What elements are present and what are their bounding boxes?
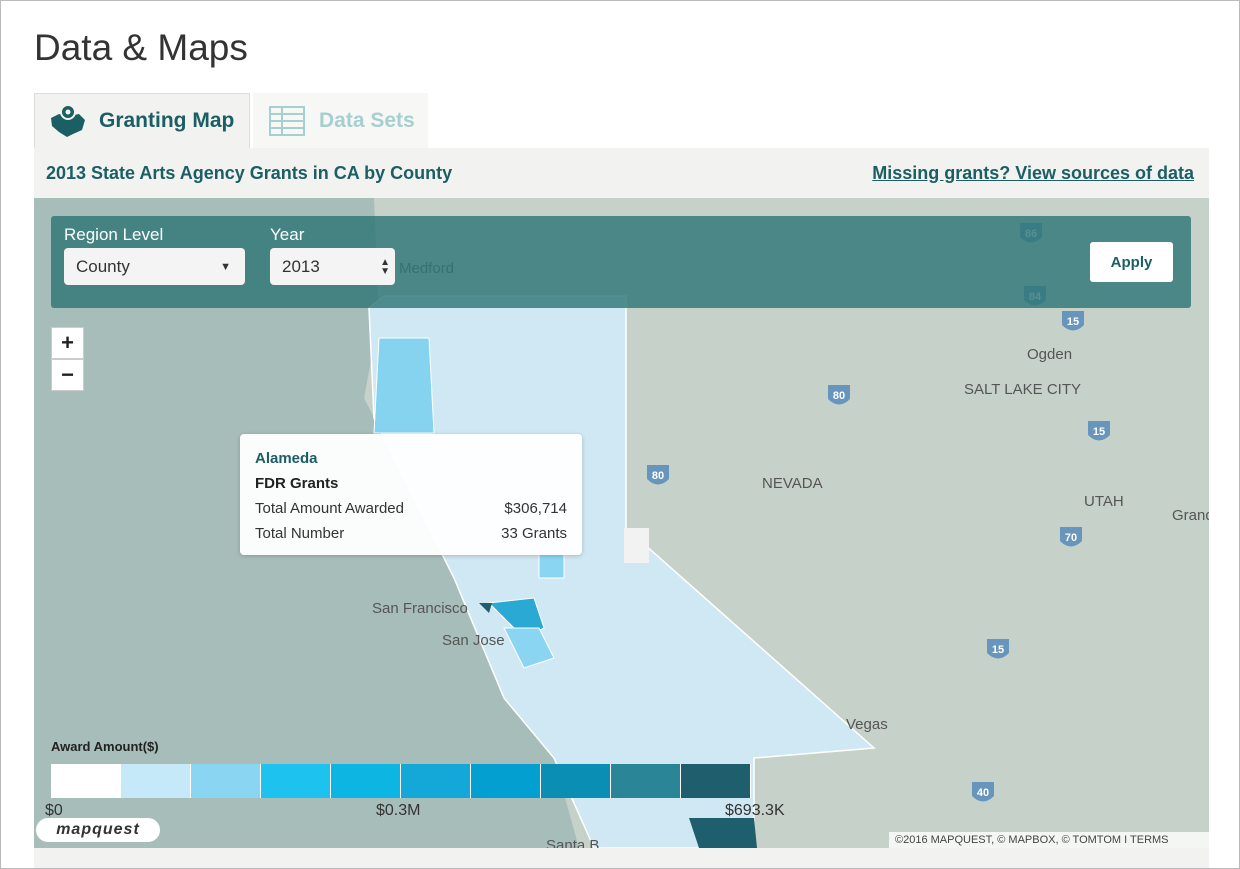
county bbox=[624, 528, 649, 563]
map-label: San Francisco bbox=[372, 600, 468, 617]
year-value: 2013 bbox=[282, 256, 320, 276]
tooltip-name: Alameda bbox=[255, 450, 318, 467]
highway-shield: 15 bbox=[1062, 311, 1084, 331]
legend-swatch bbox=[681, 764, 751, 798]
highway-shield: 70 bbox=[1060, 527, 1082, 547]
shield-shape bbox=[1088, 421, 1110, 441]
legend-swatch bbox=[471, 764, 541, 798]
tab-data-sets[interactable]: Data Sets bbox=[253, 93, 428, 148]
map-label: SALT LAKE CITY bbox=[964, 381, 1081, 398]
legend-swatch bbox=[611, 764, 681, 798]
attribution: ©2016 MAPQUEST, © MAPBOX, © TOMTOM I TER… bbox=[889, 832, 1209, 848]
highway-shield: 80 bbox=[828, 385, 850, 405]
county bbox=[373, 337, 435, 434]
legend-swatch bbox=[541, 764, 611, 798]
tooltip-key: Total Amount Awarded bbox=[255, 500, 404, 517]
legend-swatch bbox=[401, 764, 471, 798]
tooltip: Alameda FDR Grants Total Amount Awarded … bbox=[240, 434, 582, 555]
highway-shield: 15 bbox=[987, 639, 1009, 659]
year-select[interactable]: 2013 ▲ ▼ bbox=[270, 248, 395, 285]
shield-shape bbox=[1060, 527, 1082, 547]
highway-shield: 40 bbox=[972, 782, 994, 802]
region-value: County bbox=[76, 256, 130, 276]
county bbox=[689, 818, 757, 848]
map-label: UTAH bbox=[1084, 493, 1124, 510]
map-label: NEVADA bbox=[762, 475, 823, 492]
shield-number: 80 bbox=[833, 390, 845, 402]
tab-granting-map[interactable]: Granting Map bbox=[34, 93, 250, 148]
legend-swatch bbox=[191, 764, 261, 798]
map-title: 2013 State Arts Agency Grants in CA by C… bbox=[46, 163, 453, 183]
highway-shield: 15 bbox=[1088, 421, 1110, 441]
tooltip-value: $306,714 bbox=[504, 500, 567, 517]
region-select[interactable]: County ▼ bbox=[64, 248, 245, 285]
county bbox=[479, 603, 492, 613]
tab-label: Data Sets bbox=[319, 108, 415, 132]
zoom-out[interactable]: − bbox=[51, 359, 84, 391]
shield-number: 40 bbox=[977, 787, 989, 799]
map-label: San Jose bbox=[442, 632, 505, 649]
shield-number: 70 bbox=[1065, 532, 1077, 544]
legend-tick: $0.3M bbox=[376, 802, 421, 819]
map-label: Grand bbox=[1172, 507, 1209, 524]
legend-swatch bbox=[331, 764, 401, 798]
legend-swatch bbox=[121, 764, 191, 798]
legend-tick: $693.3K bbox=[725, 802, 785, 819]
zoom-in[interactable]: + bbox=[51, 327, 84, 359]
shield-number: 15 bbox=[1067, 316, 1079, 328]
highway-shield: 80 bbox=[647, 465, 669, 485]
page-title: Data & Maps bbox=[34, 27, 248, 68]
mapquest-logo[interactable]: mapquest bbox=[36, 818, 160, 842]
legend-swatch bbox=[51, 764, 121, 798]
shield-number: 15 bbox=[1093, 426, 1105, 438]
tooltip-key: Total Number bbox=[255, 525, 345, 542]
shield-shape bbox=[987, 639, 1009, 659]
region-label: Region Level bbox=[64, 225, 164, 244]
map-icon bbox=[51, 104, 85, 137]
county bbox=[538, 552, 565, 579]
map-label: Vegas bbox=[846, 716, 888, 733]
sources-link[interactable]: Missing grants? View sources of data bbox=[872, 163, 1194, 183]
shield-number: 80 bbox=[652, 470, 664, 482]
header-band bbox=[34, 148, 1209, 198]
shield-shape bbox=[828, 385, 850, 405]
shield-shape bbox=[1062, 311, 1084, 331]
footer-band bbox=[34, 848, 1209, 868]
shield-number: 15 bbox=[992, 644, 1004, 656]
year-label: Year bbox=[270, 225, 305, 244]
legend-title: Award Amount($) bbox=[51, 739, 159, 754]
shield-shape bbox=[647, 465, 669, 485]
map-label: Ogden bbox=[1027, 346, 1072, 363]
legend-scale bbox=[51, 764, 751, 798]
shield-shape bbox=[972, 782, 994, 802]
legend-tick: $0 bbox=[45, 802, 63, 819]
map-label: Santa B bbox=[546, 837, 599, 848]
tooltip-value: 33 Grants bbox=[501, 525, 567, 542]
tooltip-program: FDR Grants bbox=[255, 475, 339, 492]
table-icon bbox=[269, 105, 305, 136]
county bbox=[503, 627, 555, 669]
apply-button[interactable]: Apply bbox=[1090, 242, 1173, 282]
legend-swatch bbox=[261, 764, 331, 798]
tab-label: Granting Map bbox=[99, 109, 235, 132]
